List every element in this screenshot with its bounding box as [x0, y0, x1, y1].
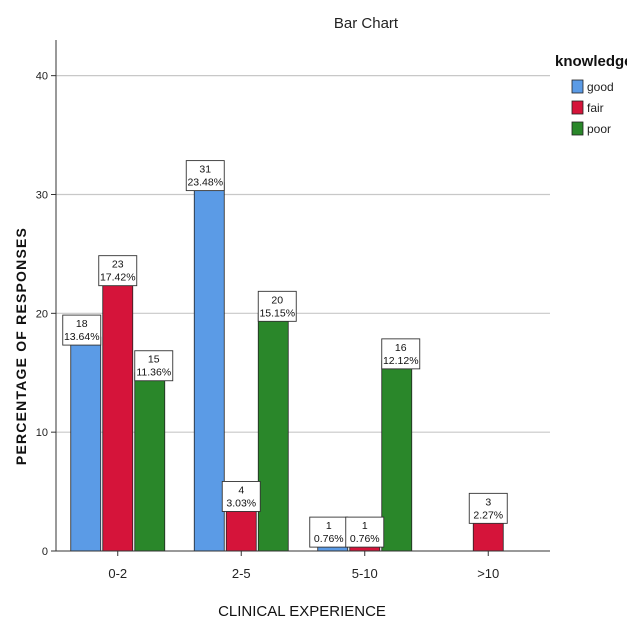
data-label-percent: 11.36% [136, 367, 171, 379]
y-axis-title: PERCENTAGE OF RESPONSES [13, 227, 29, 465]
data-label-count: 23 [112, 259, 124, 271]
legend-label-good: good [587, 80, 614, 94]
data-label-box [221, 481, 261, 512]
data-label-box [134, 350, 174, 382]
data-labels: 1813.64%2317.42%1511.36%3123.48%43.03%20… [62, 160, 508, 548]
bar-poor [134, 372, 166, 552]
y-tick-label: 40 [36, 71, 48, 83]
y-tick-label: 30 [36, 189, 48, 201]
x-tick-label: >10 [477, 566, 499, 581]
data-label-box [98, 255, 138, 287]
data-label-box [62, 314, 102, 346]
data-label-count: 18 [76, 318, 88, 330]
data-label-count: 16 [395, 342, 407, 354]
y-tick-label: 0 [42, 546, 48, 558]
data-label-count: 15 [148, 354, 160, 366]
data-label-count: 1 [362, 520, 368, 532]
y-tick-label: 20 [36, 308, 48, 320]
data-label-count: 20 [271, 294, 283, 306]
x-tick-label: 2-5 [232, 566, 251, 581]
legend-label-poor: poor [587, 122, 611, 136]
bar-fair [102, 277, 134, 552]
gridlines [56, 75, 550, 433]
x-ticks: 0-2 2-5 5-10 >10 [108, 551, 499, 581]
data-label-percent: 12.12% [383, 355, 419, 367]
data-label-percent: 17.42% [100, 272, 136, 284]
bar-good [70, 336, 102, 552]
data-label-box [185, 160, 225, 192]
data-label-count: 4 [238, 484, 244, 496]
legend-swatch-fair [571, 100, 584, 115]
legend-swatch-good [571, 79, 584, 94]
legend: knowledge good fair poor [555, 53, 627, 136]
x-tick-label: 5-10 [352, 566, 378, 581]
legend-swatch-poor [571, 121, 584, 136]
x-tick-label: 0-2 [108, 566, 127, 581]
y-tick-label: 10 [36, 427, 48, 439]
data-label-count: 3 [485, 496, 491, 508]
data-label-box [257, 290, 297, 322]
x-axis-title: CLINICAL EXPERIENCE [218, 603, 386, 620]
data-label-percent: 3.03% [226, 497, 256, 509]
data-label-box [345, 516, 385, 548]
data-label-count: 1 [326, 520, 332, 532]
bar-good [193, 182, 225, 552]
bar-poor [381, 360, 413, 552]
data-label-percent: 0.76% [350, 533, 380, 545]
data-label-percent: 15.15% [259, 307, 295, 319]
data-label-box [381, 338, 421, 370]
data-label-count: 31 [199, 164, 211, 176]
data-label-percent: 23.48% [187, 177, 223, 189]
data-label-percent: 2.27% [473, 509, 503, 521]
data-label-box [468, 492, 508, 524]
bar-poor [257, 312, 289, 552]
data-label-percent: 0.76% [314, 533, 344, 545]
chart-title: Bar Chart [334, 15, 399, 32]
legend-title: knowledge [555, 53, 627, 70]
legend-label-fair: fair [587, 101, 604, 115]
data-label-percent: 13.64% [64, 331, 100, 343]
y-ticks: 0 10 20 30 40 [36, 71, 56, 558]
